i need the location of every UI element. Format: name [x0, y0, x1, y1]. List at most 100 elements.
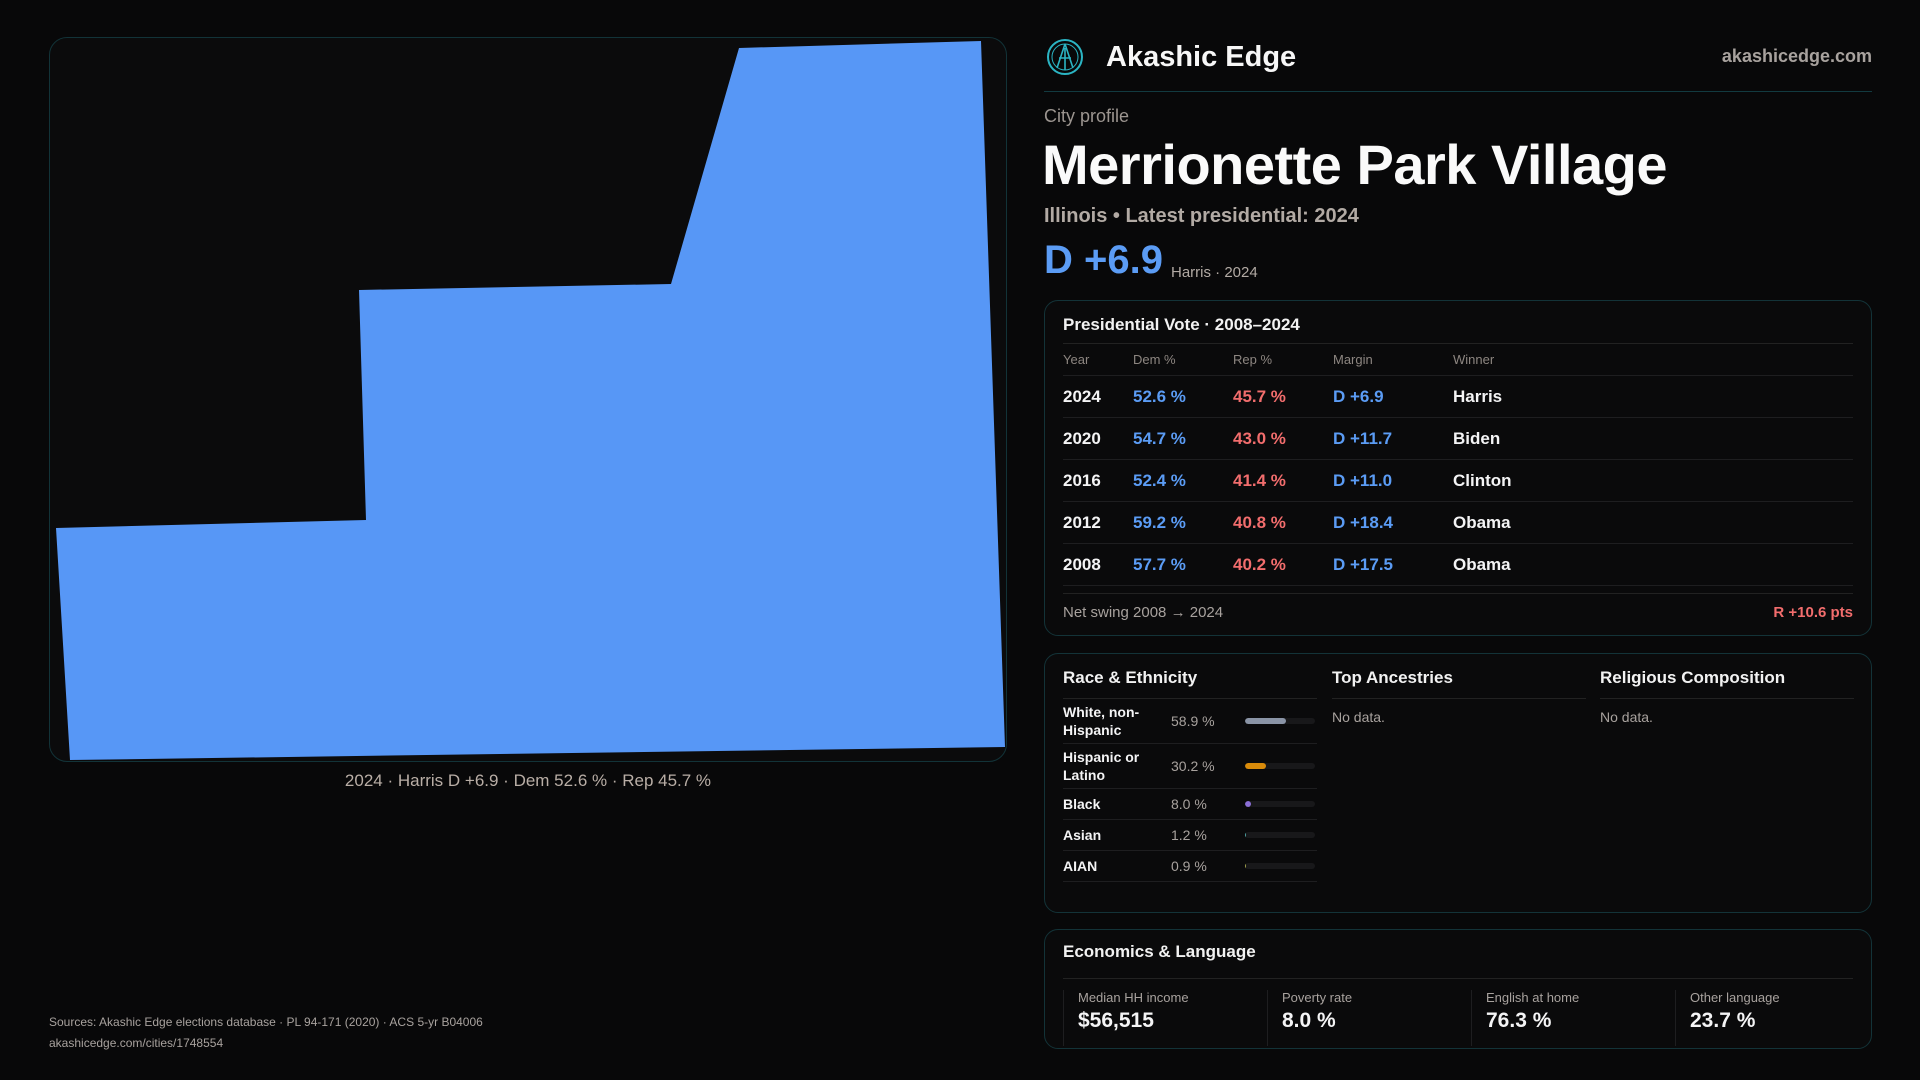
- race-row: Asian 1.2 %: [1063, 820, 1317, 851]
- religion-empty: No data.: [1600, 709, 1653, 725]
- race-bar-fill: [1245, 763, 1267, 769]
- net-swing-value: R +10.6 pts: [1773, 604, 1853, 621]
- cell-rep-pct: 43.0 %: [1233, 428, 1286, 448]
- table-row: 2024 52.6 % 45.7 % D +6.9 Harris: [1063, 376, 1853, 418]
- stat-value: $56,515: [1078, 1009, 1154, 1032]
- cell-winner: Obama: [1453, 554, 1511, 574]
- race-label: White, non-Hispanic: [1063, 704, 1140, 738]
- race-value: 8.0 %: [1171, 796, 1207, 812]
- sources-footer: Sources: Akashic Edge elections database…: [49, 1012, 483, 1054]
- race-label: Hispanic or Latino: [1063, 749, 1140, 783]
- table-row: 2020 54.7 % 43.0 % D +11.7 Biden: [1063, 418, 1853, 460]
- race-value: 1.2 %: [1171, 827, 1207, 843]
- net-swing: Net swing 2008 → 2024 R +10.6 pts: [1063, 593, 1853, 621]
- economics-card: Economics & Language Median HH income $56…: [1044, 929, 1872, 1049]
- col-rep: Rep %: [1233, 352, 1273, 367]
- page-kicker: City profile: [1044, 106, 1130, 126]
- site-link[interactable]: akashicedge.com: [1721, 46, 1872, 66]
- cell-year: 2012: [1063, 512, 1101, 532]
- stat-label: English at home: [1486, 990, 1580, 1005]
- race-label: Black: [1063, 796, 1101, 812]
- race-bar-fill: [1245, 832, 1246, 838]
- econ-divider: [1063, 978, 1853, 979]
- col-winner: Winner: [1453, 352, 1495, 367]
- race-value: 0.9 %: [1171, 858, 1207, 874]
- race-bar: [1245, 832, 1315, 838]
- header-divider: [1044, 91, 1872, 92]
- cell-margin: D +11.0: [1333, 470, 1393, 490]
- race-row: Hispanic or Latino 30.2 %: [1063, 744, 1317, 789]
- col-margin: Margin: [1333, 352, 1373, 367]
- cell-year: 2020: [1063, 428, 1101, 448]
- econ-stat: English at home 76.3 %: [1471, 990, 1675, 1046]
- cell-winner: Harris: [1453, 386, 1503, 406]
- stat-value: 23.7 %: [1690, 1009, 1756, 1032]
- race-value: 30.2 %: [1171, 758, 1215, 774]
- cell-rep-pct: 41.4 %: [1233, 470, 1286, 490]
- card-title: Presidential Vote · 2008–2024: [1063, 315, 1300, 334]
- race-bar-fill: [1245, 801, 1251, 807]
- race-row: Black 8.0 %: [1063, 789, 1317, 820]
- econ-stat: Median HH income $56,515: [1063, 990, 1267, 1046]
- table-row: 2016 52.4 % 41.4 % D +11.0 Clinton: [1063, 460, 1853, 502]
- religion-title: Religious Composition: [1600, 668, 1854, 699]
- city-boundary-map: [56, 41, 1005, 760]
- race-value: 58.9 %: [1171, 713, 1215, 729]
- cell-rep-pct: 40.8 %: [1233, 512, 1286, 532]
- table-row: 2008 57.7 % 40.2 % D +17.5 Obama: [1063, 544, 1853, 586]
- race-bar: [1245, 718, 1315, 724]
- race-row: AIAN 0.9 %: [1063, 851, 1317, 882]
- race-bar-fill: [1245, 718, 1287, 724]
- latest-margin: D +6.9: [1044, 238, 1163, 282]
- race-row: White, non-Hispanic 58.9 %: [1063, 699, 1317, 744]
- race-label: Asian: [1063, 827, 1102, 843]
- stat-label: Poverty rate: [1282, 990, 1353, 1005]
- table-row: 2012 59.2 % 40.8 % D +18.4 Obama: [1063, 502, 1853, 544]
- cell-dem-pct: 52.6 %: [1133, 386, 1186, 406]
- econ-stat: Poverty rate 8.0 %: [1267, 990, 1471, 1046]
- cell-rep-pct: 40.2 %: [1233, 554, 1286, 574]
- cell-margin: D +18.4: [1333, 512, 1394, 532]
- compass-emblem-icon: [1047, 39, 1083, 75]
- sources-text: Sources: Akashic Edge elections database…: [49, 1015, 483, 1029]
- race-bar-fill: [1245, 863, 1246, 869]
- race-bar: [1245, 863, 1315, 869]
- cell-margin: D +6.9: [1333, 386, 1384, 406]
- stat-value: 76.3 %: [1486, 1009, 1552, 1032]
- cell-year: 2008: [1063, 554, 1101, 574]
- presidential-vote-card: Presidential Vote · 2008–2024 Year Dem %…: [1044, 300, 1872, 636]
- cell-winner: Obama: [1453, 512, 1511, 532]
- race-label: AIAN: [1063, 858, 1098, 874]
- page-subtitle: Illinois • Latest presidential: 2024: [1044, 205, 1359, 227]
- page-title: Merrionette Park Village: [1042, 133, 1668, 196]
- vote-table: Year Dem % Rep % Margin Winner 2024 52.6 …: [1063, 343, 1853, 586]
- cell-year: 2016: [1063, 470, 1101, 490]
- cell-margin: D +11.7: [1333, 428, 1393, 448]
- cell-dem-pct: 57.7 %: [1133, 554, 1186, 574]
- cell-margin: D +17.5: [1333, 554, 1394, 574]
- col-dem: Dem %: [1133, 352, 1176, 367]
- race-bar: [1245, 801, 1315, 807]
- cell-winner: Clinton: [1453, 470, 1512, 490]
- brand[interactable]: Akashic Edge: [1046, 38, 1296, 76]
- race-title: Race & Ethnicity: [1063, 668, 1317, 699]
- ancestries-empty: No data.: [1332, 709, 1385, 725]
- ancestries-title: Top Ancestries: [1332, 668, 1586, 699]
- city-map[interactable]: [49, 37, 1007, 762]
- cell-dem-pct: 52.4 %: [1133, 470, 1186, 490]
- city-boundary-polygon[interactable]: [56, 41, 1005, 760]
- econ-stat: Other language 23.7 %: [1675, 990, 1879, 1046]
- cell-year: 2024: [1063, 386, 1101, 406]
- col-year: Year: [1063, 352, 1090, 367]
- stat-value: 8.0 %: [1282, 1009, 1336, 1032]
- stat-label: Other language: [1690, 990, 1780, 1005]
- cell-rep-pct: 45.7 %: [1233, 386, 1286, 406]
- page-url-link[interactable]: akashicedge.com/cities/1748554: [49, 1036, 224, 1050]
- race-section: Race & Ethnicity White, non-Hispanic 58.9…: [1063, 668, 1317, 882]
- brand-name: Akashic Edge: [1106, 40, 1297, 73]
- religion-section: Religious Composition No data.: [1600, 668, 1854, 725]
- map-caption: 2024 · Harris D +6.9 · Dem 52.6 % · Rep …: [344, 771, 712, 790]
- cell-dem-pct: 59.2 %: [1133, 512, 1186, 532]
- cell-winner: Biden: [1453, 428, 1501, 448]
- econ-title: Economics & Language: [1063, 942, 1256, 961]
